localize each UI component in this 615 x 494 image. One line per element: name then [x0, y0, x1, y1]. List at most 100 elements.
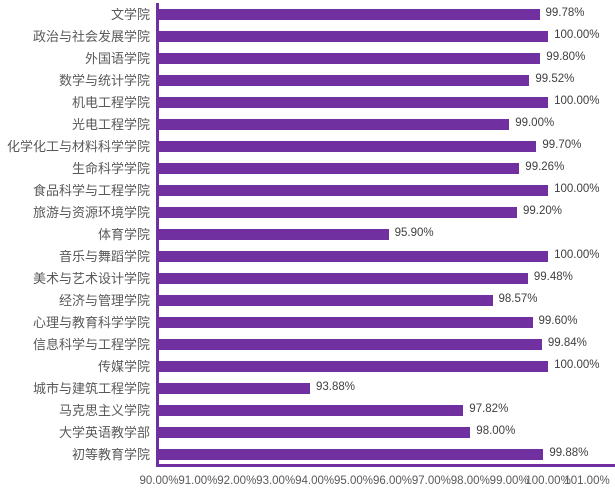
- bar: [159, 118, 510, 130]
- bar-row: 外国语学院 99.80%: [0, 47, 615, 69]
- bar-row: 文学院 99.78%: [0, 3, 615, 25]
- category-label: 外国语学院: [84, 51, 150, 65]
- bar-row: 旅游与资源环境学院 99.20%: [0, 201, 615, 223]
- value-label: 100.00%: [554, 359, 600, 372]
- bar-track: 99.20%: [159, 201, 615, 223]
- bar-track: 99.78%: [159, 3, 615, 25]
- category-label: 文学院: [110, 7, 150, 21]
- bar-track: 99.84%: [159, 333, 615, 355]
- category-label: 数学与统计学院: [58, 73, 150, 87]
- bar-track: 93.88%: [159, 377, 615, 399]
- bar-row: 生命科学学院 99.26%: [0, 157, 615, 179]
- bar-track: 100.00%: [159, 179, 615, 201]
- bar: [159, 96, 549, 108]
- bar: [159, 250, 549, 262]
- value-label: 99.78%: [545, 7, 585, 20]
- value-label: 100.00%: [554, 95, 600, 108]
- plot-area: 文学院 99.78% 政治与社会发展学院 100.00% 外国语学院 99.80% 数学与统…: [0, 3, 615, 465]
- value-label: 100.00%: [554, 249, 600, 262]
- x-tick-label: 96.00%: [372, 475, 413, 487]
- category-label: 信息科学与工程学院: [32, 337, 150, 351]
- x-tick-label: 95.00%: [333, 475, 374, 487]
- value-label: 99.60%: [538, 315, 578, 328]
- x-tick-label: 90.00%: [139, 475, 179, 487]
- bar-row: 经济与管理学院 98.57%: [0, 289, 615, 311]
- category-label: 传媒学院: [97, 359, 150, 373]
- bar: [159, 338, 542, 350]
- category-label: 马克思主义学院: [58, 403, 150, 417]
- bar-track: 100.00%: [159, 25, 615, 47]
- bar: [159, 382, 310, 394]
- value-label: 99.26%: [525, 161, 565, 174]
- bar: [159, 184, 549, 196]
- category-label: 政治与社会发展学院: [32, 29, 150, 43]
- bar-row: 食品科学与工程学院 100.00%: [0, 179, 615, 201]
- category-label: 音乐与舞蹈学院: [58, 249, 150, 263]
- x-axis-tick-labels: 90.00% 91.00% 92.00% 93.00% 94.00% 95.00% 96.0…: [139, 475, 615, 492]
- category-label: 食品科学与工程学院: [32, 183, 150, 197]
- bar-track: 99.70%: [159, 135, 615, 157]
- value-label: 99.20%: [523, 205, 563, 218]
- value-label: 99.52%: [535, 73, 575, 86]
- category-label: 城市与建筑工程学院: [32, 381, 150, 395]
- bar-track: 95.90%: [159, 223, 615, 245]
- bar-row: 数学与统计学院 99.52%: [0, 69, 615, 91]
- bar-track: 99.88%: [159, 443, 615, 465]
- bar-track: 100.00%: [159, 91, 615, 113]
- bar-track: 99.52%: [159, 69, 615, 91]
- bar-track: 99.60%: [159, 311, 615, 333]
- value-label: 99.80%: [546, 51, 586, 64]
- bar-row: 心理与教育科学学院 99.60%: [0, 311, 615, 333]
- x-tick-label: 101.00%: [564, 475, 610, 487]
- bar-track: 99.80%: [159, 47, 615, 69]
- value-label: 100.00%: [554, 29, 600, 42]
- value-label: 99.88%: [549, 447, 589, 460]
- bar-row: 光电工程学院 99.00%: [0, 113, 615, 135]
- bar-track: 99.48%: [159, 267, 615, 289]
- x-tick-label: 99.00%: [489, 475, 529, 487]
- bar: [159, 404, 464, 416]
- value-label: 99.70%: [542, 139, 582, 152]
- bar-track: 97.82%: [159, 399, 615, 421]
- bar-row: 音乐与舞蹈学院 100.00%: [0, 245, 615, 267]
- bar: [159, 316, 533, 328]
- bar: [159, 426, 471, 438]
- bar-track: 99.00%: [159, 113, 615, 135]
- bar-row: 初等教育学院 99.88%: [0, 443, 615, 465]
- bar: [159, 360, 549, 372]
- bar-track: 99.26%: [159, 157, 615, 179]
- bar-track: 98.57%: [159, 289, 615, 311]
- x-tick-label: 98.00%: [450, 475, 490, 487]
- bar: [159, 272, 528, 284]
- category-label: 经济与管理学院: [58, 293, 150, 307]
- bar-row: 马克思主义学院 97.82%: [0, 399, 615, 421]
- x-tick-label: 94.00%: [295, 475, 335, 487]
- category-label: 生命科学学院: [71, 161, 150, 175]
- bar: [159, 294, 493, 306]
- bar-track: 100.00%: [159, 355, 615, 377]
- bar-row: 政治与社会发展学院 100.00%: [0, 25, 615, 47]
- value-label: 98.57%: [498, 293, 538, 306]
- bar-track: 100.00%: [159, 245, 615, 267]
- category-label: 美术与艺术设计学院: [32, 271, 150, 285]
- category-label: 机电工程学院: [71, 95, 150, 109]
- bar-row: 传媒学院 100.00%: [0, 355, 615, 377]
- x-tick-label: 92.00%: [217, 475, 257, 487]
- value-label: 99.00%: [515, 117, 555, 130]
- value-label: 93.88%: [316, 381, 356, 394]
- x-axis-line: [156, 464, 615, 467]
- bar-row: 机电工程学院 100.00%: [0, 91, 615, 113]
- category-label: 化学化工与材料科学学院: [6, 139, 150, 153]
- bar: [159, 74, 530, 86]
- value-label: 98.00%: [476, 425, 516, 438]
- bar-row: 体育学院 95.90%: [0, 223, 615, 245]
- category-label: 初等教育学院: [71, 447, 150, 461]
- bar-row: 信息科学与工程学院 99.84%: [0, 333, 615, 355]
- bar: [159, 162, 520, 174]
- x-tick-label: 100.00%: [525, 475, 571, 487]
- value-label: 99.48%: [533, 271, 573, 284]
- category-label: 体育学院: [97, 227, 150, 241]
- bar-row: 城市与建筑工程学院 93.88%: [0, 377, 615, 399]
- category-label: 心理与教育科学学院: [32, 315, 150, 329]
